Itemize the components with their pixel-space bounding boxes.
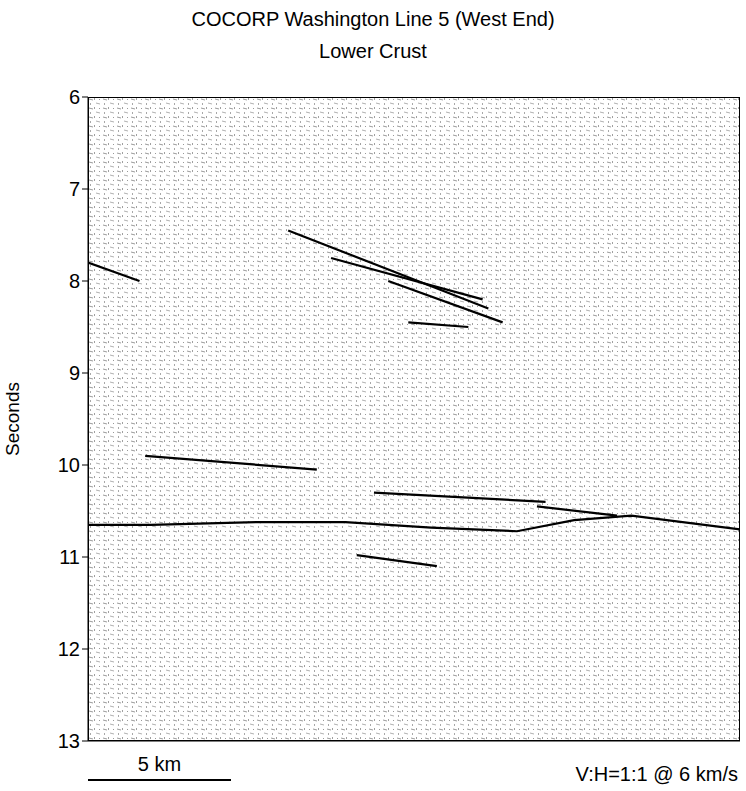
svg-text:13: 13 xyxy=(58,730,80,752)
html-text:V:H=1:1 @ 6 km/s: V:H=1:1 @ 6 km/s xyxy=(575,763,738,785)
html-text:5 km: 5 km xyxy=(137,753,182,775)
svg-text:10: 10 xyxy=(58,454,80,476)
svg-text:12: 12 xyxy=(58,638,80,660)
html-text:Lower Crust: Lower Crust xyxy=(319,40,427,62)
svg-text:6: 6 xyxy=(69,86,80,108)
svg-text:Seconds: Seconds xyxy=(2,382,23,456)
svg-text:8: 8 xyxy=(69,270,80,292)
svg-text:7: 7 xyxy=(69,178,80,200)
svg-text:11: 11 xyxy=(59,546,80,568)
html-text:COCORP Washington Line 5 (West: COCORP Washington Line 5 (West End) xyxy=(191,8,555,30)
svg-text:9: 9 xyxy=(69,362,80,384)
